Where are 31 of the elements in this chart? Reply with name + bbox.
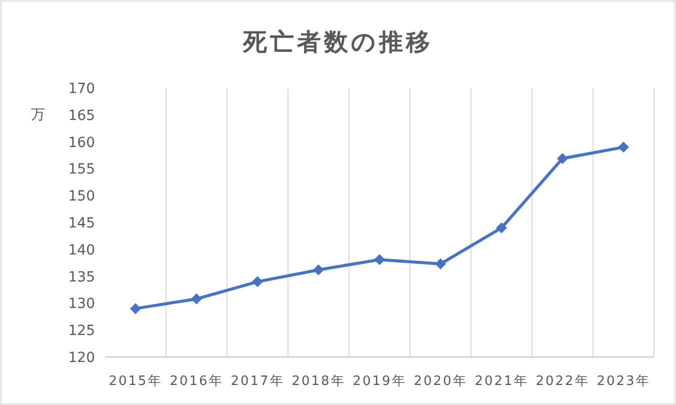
y-tick-label: 135 — [68, 269, 95, 286]
y-tick-label: 150 — [68, 188, 95, 205]
y-axis-title: 万 — [31, 107, 45, 123]
x-tick-label: 2015年 — [108, 374, 162, 389]
y-tick-label: 130 — [68, 296, 95, 312]
y-tick-label: 140 — [68, 242, 95, 258]
x-tick-label: 2021年 — [474, 374, 528, 389]
y-tick-label: 125 — [68, 323, 95, 340]
point — [191, 293, 202, 304]
y-tick-label: 120 — [68, 350, 95, 366]
point — [435, 258, 446, 270]
y-tick-label: 170 — [68, 81, 95, 97]
point — [618, 142, 629, 153]
point — [496, 222, 507, 234]
point — [374, 254, 385, 266]
x-tick-label: 2020年 — [414, 374, 468, 389]
point — [313, 264, 324, 276]
chart-title: 死亡者数の推移 — [242, 28, 433, 56]
x-tick-label: 2017年 — [230, 374, 284, 389]
y-tick-label: 160 — [68, 134, 95, 151]
y-tick-label: 155 — [68, 162, 95, 178]
y-tick-label: 145 — [68, 216, 95, 232]
point — [252, 276, 263, 288]
x-tick-label: 2018年 — [292, 374, 346, 389]
y-tick-label: 165 — [68, 108, 95, 124]
point — [557, 152, 568, 164]
point — [130, 303, 141, 314]
x-tick-label: 2022年 — [536, 374, 590, 389]
x-tick-label: 2023年 — [596, 374, 650, 389]
x-tick-label: 2016年 — [170, 374, 224, 389]
x-tick-label: 2019年 — [352, 374, 406, 389]
